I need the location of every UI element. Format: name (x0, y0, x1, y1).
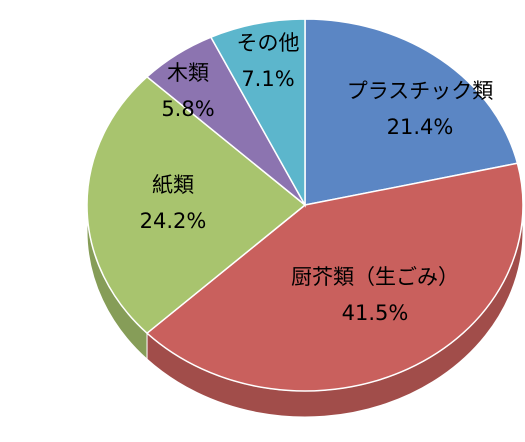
chart: プラスチック類 21.4% 厨芥類（生ごみ） 41.5% 紙類 24.2% 木類 5.8% その… (0, 0, 525, 442)
slice-label: その他 (237, 31, 300, 55)
slice-value-label: 24.2% (140, 209, 207, 233)
slice-label: 紙類 (152, 173, 194, 197)
slice-value-label: 5.8% (161, 97, 214, 121)
slice-value-label: 7.1% (241, 67, 294, 91)
slice-label: 木類 (167, 61, 209, 85)
slice-label: 厨芥類（生ごみ） (291, 265, 459, 289)
slice-value-label: 21.4% (387, 115, 454, 139)
slice-label: プラスチック類 (347, 79, 494, 103)
slice-value-label: 41.5% (342, 301, 409, 325)
